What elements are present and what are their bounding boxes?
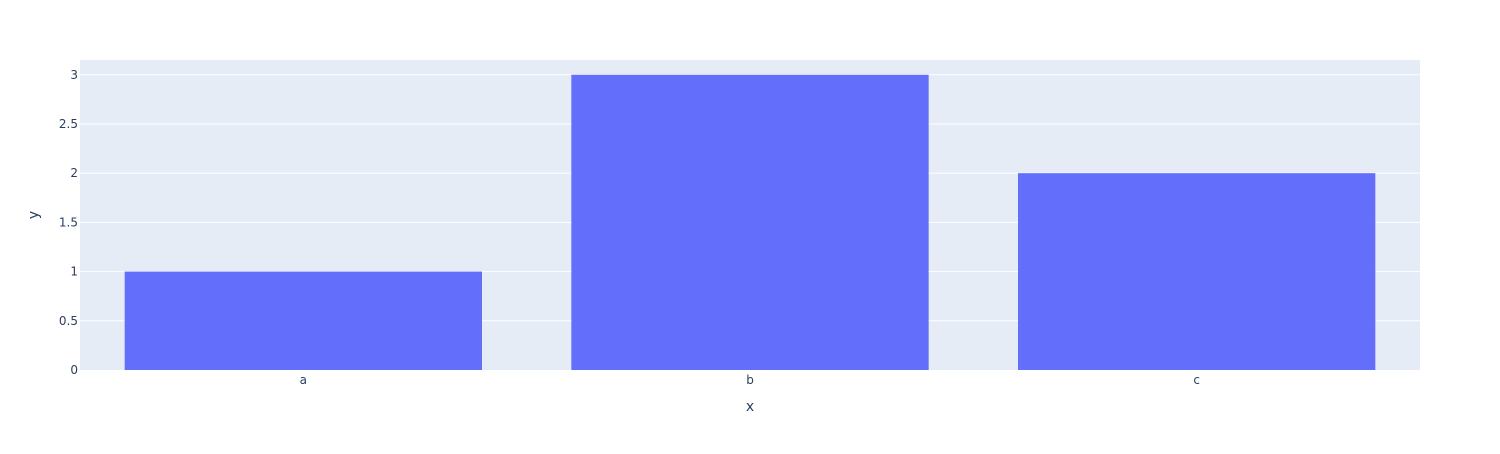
bar-a[interactable] xyxy=(124,271,483,370)
x-tick-label-b: b xyxy=(746,373,754,387)
bar-b[interactable] xyxy=(571,74,929,370)
y-tick-label: 2 xyxy=(70,166,78,180)
y-tick-label: 0 xyxy=(70,363,78,377)
y-tick-label: 1.5 xyxy=(59,215,78,229)
y-tick-label: 3 xyxy=(70,68,78,82)
y-tick-label: 2.5 xyxy=(59,117,78,131)
x-tick-label-c: c xyxy=(1193,373,1200,387)
x-tick-label-a: a xyxy=(300,373,307,387)
y-tick-label: 0.5 xyxy=(59,314,78,328)
x-axis-title: x xyxy=(746,399,754,415)
y-tick-label: 1 xyxy=(70,265,78,279)
bar-c[interactable] xyxy=(1018,173,1376,370)
y-axis-title: y xyxy=(26,211,42,219)
x-tick-labels: a b c xyxy=(300,373,1200,387)
y-tick-labels: 0 0.5 1 1.5 2 2.5 3 xyxy=(59,68,78,377)
bars xyxy=(124,74,1376,370)
